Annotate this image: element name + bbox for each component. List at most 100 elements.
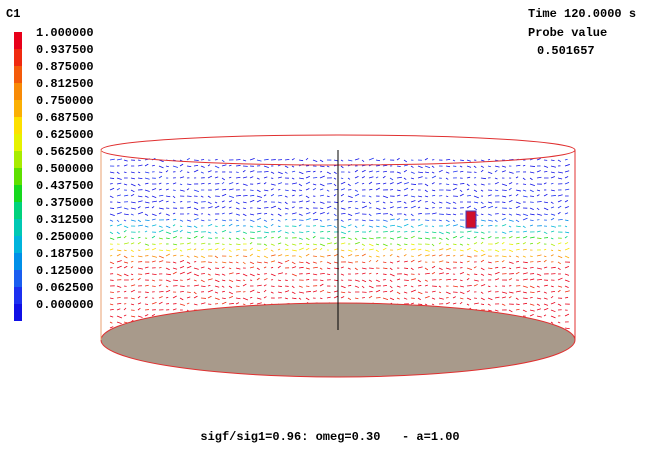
vector — [208, 224, 212, 226]
vector — [558, 219, 563, 220]
vector — [390, 290, 393, 292]
vector — [320, 202, 324, 203]
vector — [481, 190, 483, 191]
vector — [187, 292, 191, 293]
vector — [558, 160, 561, 162]
vector — [544, 214, 548, 215]
vector — [502, 184, 507, 186]
vector — [334, 243, 337, 244]
vector — [264, 177, 267, 178]
vector — [278, 266, 281, 268]
vector — [565, 213, 568, 214]
vector — [523, 190, 526, 191]
vector — [565, 314, 569, 316]
vector — [404, 292, 407, 293]
vector — [285, 255, 289, 256]
vector — [369, 249, 374, 250]
vector — [355, 280, 360, 281]
vector — [159, 250, 163, 251]
vector — [404, 195, 408, 196]
vector — [383, 291, 387, 292]
vector — [180, 266, 184, 268]
legend-swatch — [14, 168, 22, 185]
vector — [425, 220, 429, 221]
vector — [117, 172, 119, 174]
vector — [425, 296, 430, 298]
vector — [166, 166, 169, 167]
vector — [341, 194, 344, 196]
vector — [404, 238, 408, 239]
vector — [138, 165, 142, 166]
vector — [117, 266, 122, 268]
vector — [285, 159, 289, 160]
vector — [152, 206, 154, 208]
vector — [236, 280, 241, 281]
probe-title: Probe value — [528, 26, 607, 40]
vector — [334, 208, 337, 209]
vector — [145, 285, 149, 286]
vector — [369, 268, 374, 269]
vector — [397, 261, 400, 262]
vector — [229, 292, 233, 294]
vector — [201, 267, 204, 268]
vector — [446, 220, 449, 222]
vector — [446, 202, 451, 204]
vector — [201, 249, 204, 250]
vector — [131, 304, 134, 305]
vector — [565, 177, 568, 178]
vector — [117, 316, 122, 318]
vector — [383, 159, 385, 160]
vector — [474, 250, 478, 252]
vector — [551, 250, 553, 251]
legend-swatch — [14, 117, 22, 134]
vector — [411, 290, 416, 292]
vector — [229, 250, 231, 252]
vector — [110, 262, 114, 264]
vector — [306, 189, 309, 190]
vector — [264, 297, 266, 298]
vector — [390, 280, 392, 282]
vector — [446, 268, 451, 269]
vector — [187, 262, 190, 263]
vector — [558, 268, 561, 270]
vector — [306, 279, 309, 280]
vector — [264, 236, 267, 238]
vector — [355, 249, 357, 250]
vector — [397, 286, 400, 287]
vector — [264, 190, 268, 191]
legend-swatch — [14, 100, 22, 117]
vector — [271, 261, 275, 262]
vector — [208, 207, 213, 208]
vector — [320, 220, 322, 221]
vector — [348, 255, 352, 256]
vector — [425, 232, 429, 233]
vector — [411, 268, 414, 270]
vector — [236, 231, 240, 232]
vector — [152, 165, 155, 166]
vector — [110, 183, 113, 184]
vector — [299, 160, 303, 161]
vector — [222, 244, 225, 245]
vector — [201, 280, 205, 282]
vector — [313, 232, 315, 233]
vector — [523, 249, 527, 250]
vector — [278, 183, 282, 184]
vector — [530, 214, 535, 215]
vector — [551, 231, 554, 232]
vector — [523, 214, 528, 216]
vector — [243, 298, 248, 300]
vector — [292, 232, 295, 233]
vector — [516, 190, 521, 191]
vector — [495, 190, 498, 191]
vector — [481, 184, 485, 185]
vector — [558, 262, 561, 264]
vector — [537, 255, 542, 256]
vector — [250, 158, 255, 160]
vector — [166, 290, 170, 292]
vector — [292, 262, 295, 264]
vector — [124, 236, 126, 238]
vector — [481, 292, 483, 294]
vector — [299, 238, 303, 239]
vector — [390, 225, 395, 226]
vector — [236, 268, 240, 269]
